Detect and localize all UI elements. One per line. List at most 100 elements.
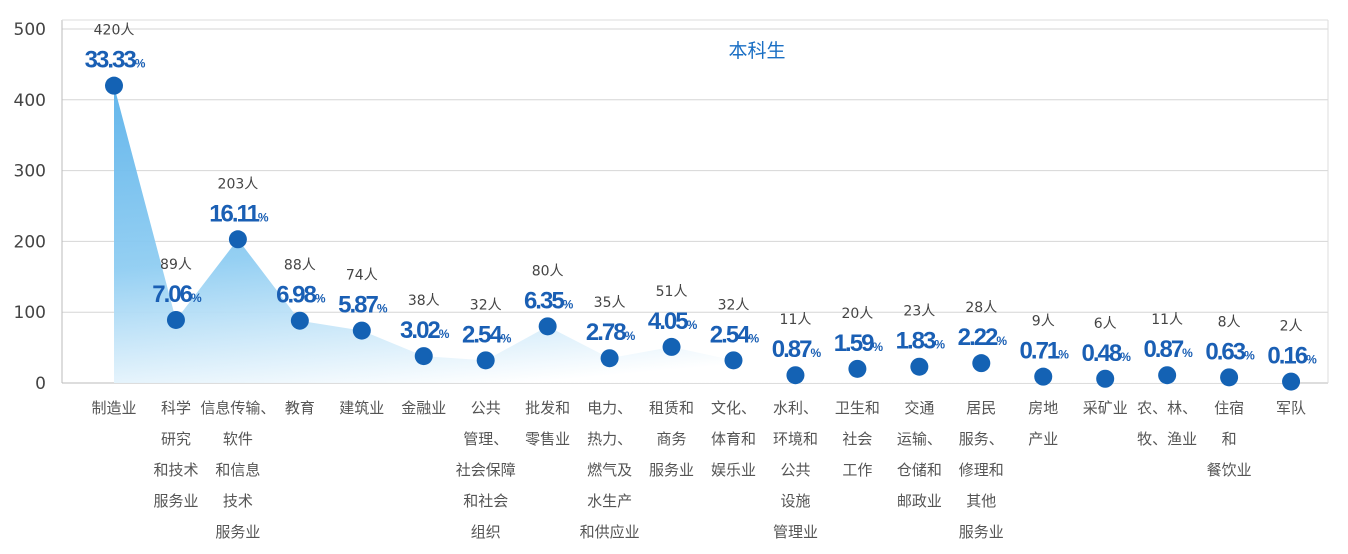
category-label: 信息传输、 (200, 399, 275, 417)
data-point (910, 357, 929, 376)
category-label: 环境和 (773, 430, 818, 448)
category-label: 金融业 (401, 399, 446, 417)
count-label: 420人 (94, 23, 135, 39)
category-label: 运输、 (897, 430, 942, 448)
count-label: 80人 (532, 263, 564, 279)
data-point (290, 311, 309, 330)
percent-label: 5.87% (338, 292, 388, 319)
category-label: 技术 (223, 492, 253, 510)
y-tick-label: 400 (14, 91, 46, 111)
category-label: 热力、 (587, 430, 632, 448)
category-label: 房地 (1028, 399, 1058, 417)
category-label: 建筑业 (339, 399, 384, 417)
count-label: 6人 (1094, 316, 1117, 332)
category-label: 娱乐业 (711, 461, 756, 479)
category-label: 科学 (161, 399, 191, 417)
category-label: 工作 (842, 461, 872, 479)
category-label: 电力、 (587, 399, 632, 417)
y-tick-label: 300 (14, 162, 46, 182)
percent-label: 2.78% (586, 319, 636, 346)
percent-label: 0.48% (1082, 340, 1132, 367)
count-label: 51人 (656, 284, 688, 300)
category-label: 组织 (471, 523, 501, 541)
data-point (352, 321, 371, 340)
category-label: 采矿业 (1083, 399, 1128, 417)
category-label: 社会保障 (456, 461, 516, 479)
category-label: 农、林、 (1137, 399, 1197, 417)
category-label: 研究 (161, 430, 191, 448)
category-label: 公共 (780, 461, 810, 479)
percent-label: 0.71% (1020, 338, 1070, 365)
category-label: 交通 (904, 399, 934, 417)
category-label: 零售业 (525, 430, 570, 448)
category-label: 体育和 (711, 430, 756, 448)
category-label: 仓储和 (897, 461, 942, 479)
category-label: 和 (1222, 430, 1237, 448)
data-point (476, 351, 495, 370)
count-label: 9人 (1032, 314, 1055, 330)
category-label: 社会 (842, 430, 872, 448)
category-label: 牧、渔业 (1137, 430, 1197, 448)
count-label: 88人 (284, 258, 316, 274)
count-label: 38人 (408, 293, 440, 309)
percent-label: 0.87% (1143, 336, 1193, 363)
data-point (414, 347, 433, 366)
percent-label: 2.22% (958, 324, 1008, 351)
data-point (786, 366, 805, 385)
chart-title: 本科生 (728, 40, 785, 62)
category-label: 软件 (223, 430, 253, 448)
category-label: 批发和 (525, 399, 570, 417)
category-label: 设施 (780, 492, 810, 510)
category-label: 服务、 (959, 430, 1004, 448)
category-label: 和技术 (153, 461, 198, 479)
data-point (972, 354, 991, 373)
category-label: 产业 (1028, 430, 1058, 448)
count-label: 2人 (1280, 319, 1303, 335)
count-label: 35人 (594, 295, 626, 311)
category-label: 服务业 (153, 492, 198, 510)
data-point (1282, 372, 1301, 391)
category-label: 餐饮业 (1207, 461, 1252, 479)
count-label: 28人 (965, 300, 997, 316)
percent-label: 6.98% (276, 282, 326, 309)
category-label: 服务业 (215, 523, 260, 541)
category-label: 教育 (285, 399, 315, 417)
category-label: 水生产 (587, 492, 632, 510)
data-point (1096, 369, 1115, 388)
category-label: 公共 (471, 399, 501, 417)
data-point (1034, 367, 1053, 386)
category-label: 修理和 (959, 461, 1004, 479)
category-label: 商务 (657, 430, 687, 448)
count-label: 203人 (218, 176, 259, 192)
count-label: 74人 (346, 268, 378, 284)
percent-label: 6.35% (524, 287, 574, 314)
percent-label: 2.54% (710, 321, 760, 348)
category-label: 和供应业 (580, 523, 640, 541)
category-label: 居民 (966, 399, 996, 417)
category-label: 服务业 (959, 523, 1004, 541)
count-label: 11人 (780, 312, 812, 328)
category-label: 制造业 (91, 399, 136, 417)
data-point (1220, 368, 1239, 387)
category-label: 租赁和 (649, 399, 694, 417)
category-label: 军队 (1276, 399, 1306, 417)
count-label: 89人 (160, 257, 192, 273)
percent-label: 0.16% (1267, 343, 1317, 370)
category-label: 其他 (966, 492, 996, 510)
y-tick-label: 200 (14, 232, 46, 252)
area-fill (114, 85, 1292, 383)
y-tick-label: 0 (35, 374, 46, 394)
category-label: 服务业 (649, 461, 694, 479)
category-label: 邮政业 (897, 492, 942, 510)
percent-label: 33.33% (85, 47, 146, 74)
count-label: 8人 (1218, 314, 1241, 330)
data-point (228, 230, 247, 249)
count-label: 23人 (903, 304, 935, 320)
category-label: 文化、 (711, 399, 756, 417)
data-point (538, 317, 557, 336)
data-point (105, 76, 123, 95)
category-label: 管理业 (773, 523, 818, 541)
category-label: 水利、 (773, 399, 818, 417)
percent-label: 2.54% (462, 321, 512, 348)
